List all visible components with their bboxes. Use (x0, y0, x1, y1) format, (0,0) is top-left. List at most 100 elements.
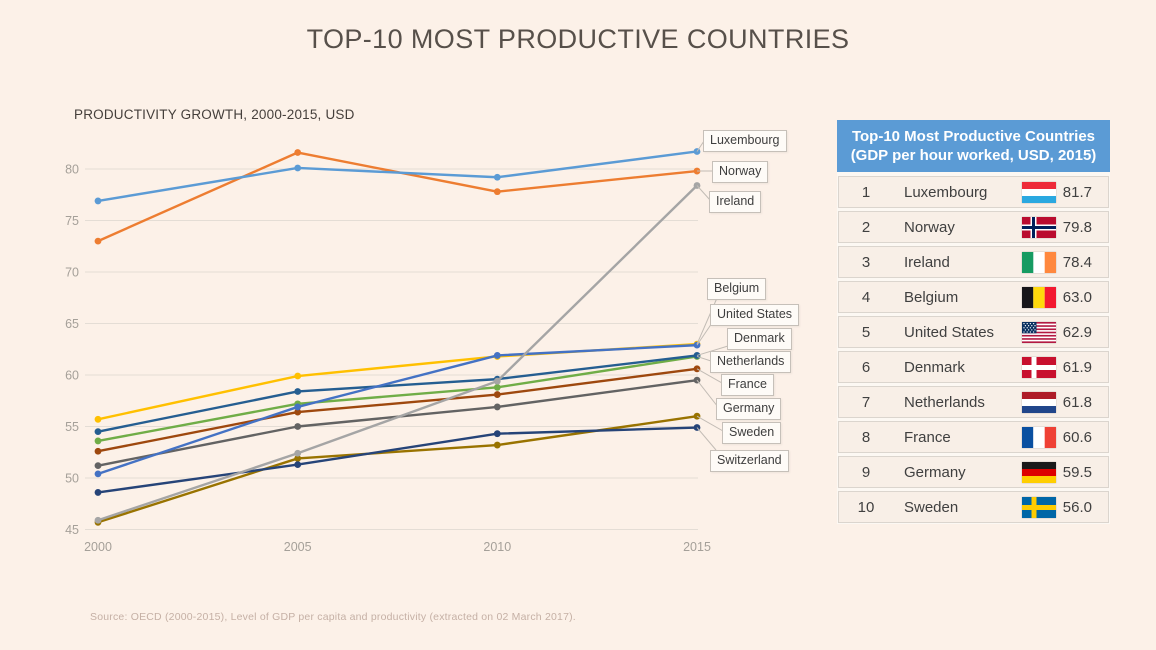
data-point-sweden (493, 441, 501, 449)
flag-icon-belgium (1022, 286, 1056, 308)
data-point-germany (493, 403, 501, 411)
x-axis-tick-label: 2000 (84, 540, 112, 554)
value-cell: 59.5 (1062, 463, 1092, 481)
table-row: 8 France 60.6 (838, 421, 1109, 453)
series-line-norway (96, 151, 699, 243)
data-point-luxembourg (493, 173, 501, 181)
country-cell: Germany (904, 463, 966, 481)
y-axis-tick-label: 75 (65, 214, 79, 228)
data-point-united-states (94, 470, 102, 478)
data-point-germany (294, 423, 302, 430)
flag-icon-united-states (1022, 321, 1056, 343)
flag-icon-sweden (1022, 496, 1056, 518)
data-point-switzerland (94, 489, 102, 496)
rank-cell: 5 (861, 323, 871, 341)
callout-leader-line (696, 322, 713, 346)
x-axis-tick-label: 2015 (683, 540, 711, 554)
data-point-switzerland (294, 461, 302, 469)
ranking-table: Top-10 Most Productive Countries (GDP pe… (837, 120, 1110, 524)
data-point-united-states (493, 352, 501, 359)
data-point-ireland (493, 377, 501, 385)
flag-icon-netherlands (1022, 391, 1056, 413)
value-cell: 60.6 (1062, 428, 1092, 446)
country-cell: Denmark (904, 358, 965, 376)
source-note: Source: OECD (2000-2015), Level of GDP p… (90, 611, 576, 623)
data-point-ireland (294, 449, 302, 457)
country-cell: Belgium (904, 288, 959, 306)
page-title: TOP-10 MOST PRODUCTIVE COUNTRIES (306, 24, 850, 54)
data-point-denmark (294, 388, 302, 395)
callout-leader-line (696, 368, 723, 384)
flag-icon-ireland (1022, 251, 1056, 273)
chart-subtitle: PRODUCTIVITY GROWTH, 2000-2015, USD (74, 107, 355, 122)
rank-cell: 7 (861, 393, 871, 411)
value-cell: 78.4 (1062, 253, 1092, 271)
callout-leader-line (696, 427, 717, 451)
y-axis-tick-label: 50 (65, 472, 79, 486)
series-label-netherlands: Netherlands (710, 351, 792, 373)
data-point-france (294, 408, 302, 416)
data-point-france (493, 391, 501, 398)
country-cell: Luxembourg (904, 183, 988, 201)
rank-cell: 1 (861, 183, 871, 201)
flag-icon-denmark (1022, 356, 1056, 378)
data-point-germany (94, 462, 102, 470)
ranking-table-body: 1 Luxembourg 81.7 2 Norway 79.8 3 Ireland 78.4 4 B… (837, 172, 1110, 524)
series-label-luxembourg: Luxembourg (703, 130, 787, 152)
x-axis-tick-label: 2010 (483, 540, 511, 554)
value-cell: 79.8 (1062, 218, 1092, 236)
value-cell: 61.8 (1062, 393, 1092, 411)
country-cell: Ireland (904, 253, 950, 271)
data-point-denmark (94, 428, 102, 436)
table-header-line1: Top-10 Most Productive Countries (851, 128, 1096, 145)
series-label-france: France (721, 374, 774, 396)
rank-cell: 6 (861, 358, 871, 376)
series-label-switzerland: Switzerland (710, 450, 789, 472)
value-cell: 56.0 (1062, 498, 1092, 516)
value-cell: 63.0 (1062, 288, 1092, 306)
y-axis-tick-label: 80 (65, 163, 79, 177)
y-axis-tick-label: 45 (65, 523, 79, 537)
data-point-luxembourg (693, 148, 701, 155)
data-point-belgium (294, 372, 302, 380)
table-row: 10 Sweden 56.0 (838, 491, 1109, 523)
table-row: 6 Denmark 61.9 (838, 351, 1109, 383)
series-label-norway: Norway (712, 161, 769, 183)
data-point-norway (94, 237, 102, 245)
callout-leader-line (696, 345, 729, 356)
country-cell: Norway (904, 218, 955, 236)
series-label-belgium: Belgium (707, 278, 767, 300)
table-row: 2 Norway 79.8 (838, 211, 1109, 243)
callout-leader-line (696, 355, 712, 362)
data-point-netherlands (493, 383, 501, 391)
callout-leader-line (696, 415, 724, 432)
y-axis-tick-label: 65 (65, 317, 79, 331)
series-line-denmark (96, 354, 699, 433)
series-label-germany: Germany (716, 398, 782, 420)
data-point-switzerland (493, 430, 501, 438)
series-label-denmark: Denmark (727, 328, 792, 350)
country-cell: Sweden (904, 498, 959, 516)
callout-leader-line (696, 140, 705, 152)
rank-cell: 2 (861, 218, 871, 236)
flag-icon-luxembourg (1022, 181, 1056, 203)
table-row: 7 Netherlands 61.8 (838, 386, 1109, 418)
x-axis-tick-label: 2005 (284, 540, 312, 554)
data-point-norway (493, 188, 501, 196)
series-line-switzerland (96, 426, 699, 494)
rank-cell: 10 (857, 498, 875, 516)
y-axis-tick-label: 70 (65, 266, 79, 280)
data-point-france (94, 447, 102, 455)
country-cell: France (904, 428, 951, 446)
table-header-line2: (GDP per hour worked, USD, 2015) (850, 147, 1097, 164)
series-label-ireland: Ireland (709, 191, 762, 213)
country-cell: Netherlands (904, 393, 985, 411)
series-line-united-states (96, 343, 699, 476)
value-cell: 81.7 (1062, 183, 1092, 201)
series-label-united-states: United States (710, 304, 800, 326)
series-line-france (96, 367, 699, 453)
callout-leader-line (696, 379, 719, 408)
flag-icon-germany (1022, 461, 1056, 483)
